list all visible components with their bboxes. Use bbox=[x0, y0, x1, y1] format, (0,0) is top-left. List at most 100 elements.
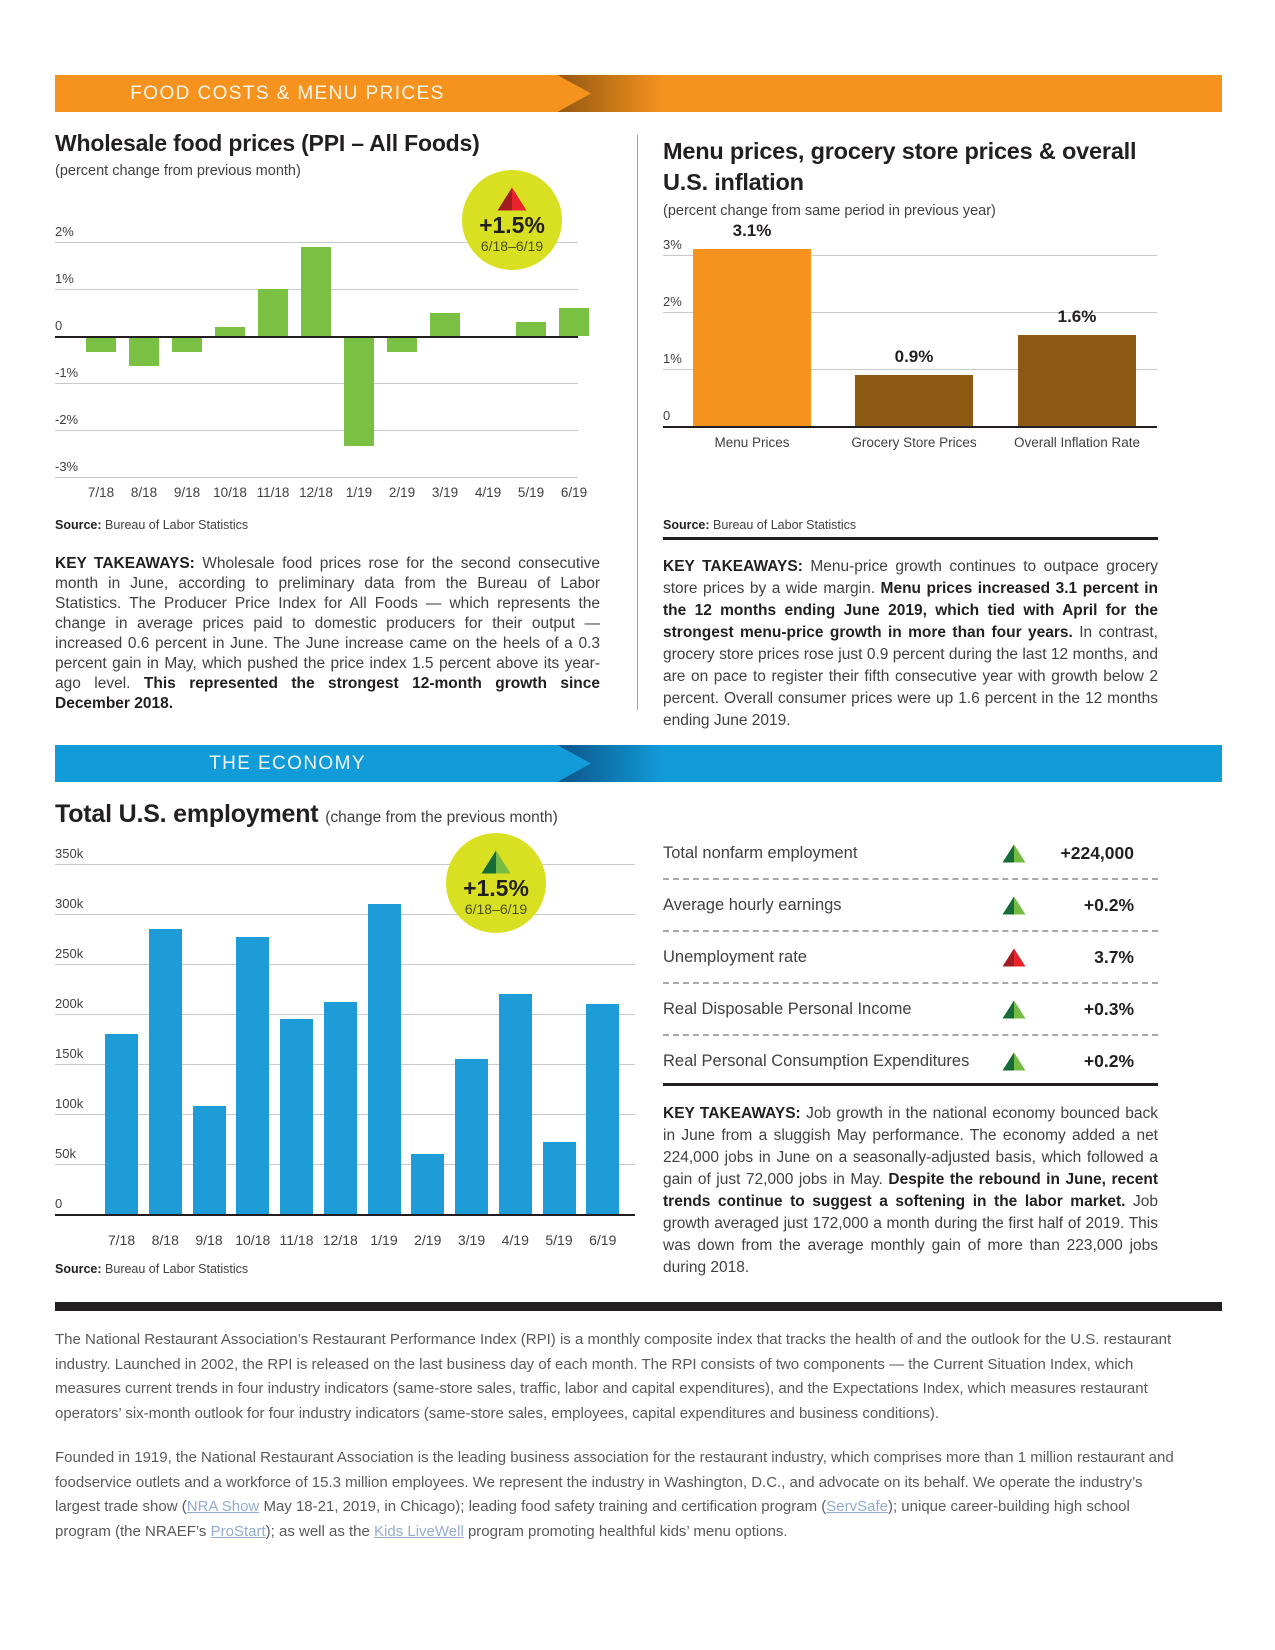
banner-label: FOOD COSTS & MENU PRICES bbox=[130, 82, 445, 104]
employment-title-text: Total U.S. employment bbox=[55, 800, 319, 828]
x-tick-label: 7/18 bbox=[87, 485, 115, 500]
source-text: Bureau of Labor Statistics bbox=[713, 518, 857, 532]
nra-show-link[interactable]: NRA Show bbox=[186, 1498, 260, 1515]
stat-row: Real Personal Consumption Expenditures +0… bbox=[663, 1034, 1158, 1086]
inflation-chart-title: Menu prices, grocery store prices & over… bbox=[663, 138, 1137, 195]
bar bbox=[367, 904, 401, 1214]
gridline bbox=[55, 914, 635, 915]
stat-trend bbox=[994, 844, 1034, 863]
bar bbox=[516, 321, 546, 336]
text: ); unique career-building high school pr… bbox=[55, 1498, 1130, 1540]
key-takeaways-economy: KEY TAKEAWAYS: Job growth in the nationa… bbox=[663, 1103, 1158, 1279]
footer-rule bbox=[55, 1302, 1222, 1311]
y-tick-label: 100k bbox=[55, 1096, 84, 1111]
data-label: 1.6% bbox=[1057, 306, 1097, 326]
gridline bbox=[55, 383, 578, 384]
employment-chart: 350k 300k 250k 200k 150k 100k 50k 0 7/18 8/18 9/18… bbox=[55, 840, 635, 1252]
bold-text: This represented the strongest 12-month … bbox=[55, 675, 600, 712]
gridline bbox=[55, 477, 578, 478]
gridline bbox=[55, 864, 635, 865]
stat-value: 3.7% bbox=[1094, 946, 1134, 967]
x-tick-label: 12/18 bbox=[322, 1232, 358, 1248]
x-tick-label: 3/19 bbox=[457, 1232, 486, 1248]
stat-row: Total nonfarm employment +224,000 bbox=[663, 828, 1158, 878]
gridline bbox=[55, 964, 635, 965]
bar bbox=[430, 312, 460, 336]
bar bbox=[559, 307, 589, 336]
inflation-chart-subtitle: (percent change from same period in prev… bbox=[663, 203, 996, 219]
y-tick-label: -2% bbox=[55, 412, 79, 427]
up-triangle-icon bbox=[1002, 948, 1026, 966]
x-tick-label: 1/19 bbox=[345, 485, 373, 500]
ppi-chart: 2% 1% 0 -1% -2% -3% 7/18 8/18 9/18 10/18 11/18 12/1… bbox=[55, 212, 589, 512]
text: Founded in 1919, the National Restaurant… bbox=[55, 1449, 1174, 1515]
up-triangle-icon bbox=[1002, 844, 1026, 862]
bar bbox=[387, 338, 417, 353]
x-tick-label: 11/18 bbox=[279, 1232, 314, 1248]
bar bbox=[1018, 334, 1136, 426]
bar bbox=[215, 326, 245, 336]
bar bbox=[105, 1034, 138, 1214]
y-tick-label: 2% bbox=[663, 294, 682, 309]
gridline bbox=[663, 312, 1157, 313]
stat-row: Average hourly earnings +0.2% bbox=[663, 878, 1158, 930]
bold-text: Menu prices increased 3.1 percent in the… bbox=[663, 580, 1158, 641]
source-label: Source: bbox=[55, 518, 102, 532]
stat-value: +0.3% bbox=[1083, 998, 1134, 1019]
x-tick-label: 2/19 bbox=[414, 1232, 442, 1248]
x-tick-label: 10/18 bbox=[235, 1232, 271, 1248]
x-tick-label: Overall Inflation Rate bbox=[1013, 435, 1141, 450]
column-divider bbox=[637, 135, 638, 710]
servsafe-link[interactable]: ServSafe bbox=[826, 1498, 888, 1515]
section-banner-economy: THE ECONOMY bbox=[55, 745, 1222, 782]
prostart-link[interactable]: ProStart bbox=[210, 1522, 266, 1540]
up-triangle-icon bbox=[1002, 896, 1026, 914]
bold-text: Despite the rebound in June, recent tren… bbox=[663, 1171, 1159, 1210]
up-triangle-icon bbox=[497, 187, 527, 210]
banner-label: THE ECONOMY bbox=[209, 752, 366, 774]
source-label: Source: bbox=[55, 1262, 102, 1276]
bar bbox=[148, 929, 182, 1214]
x-tick-label: Grocery Store Prices bbox=[851, 435, 977, 450]
stat-row: Unemployment rate 3.7% bbox=[663, 930, 1158, 982]
source-label: Source: bbox=[663, 518, 710, 532]
stats-table: Total nonfarm employment +224,000 Average … bbox=[663, 828, 1158, 1086]
divider-rule bbox=[663, 537, 1158, 540]
gridline bbox=[663, 255, 1157, 256]
x-tick-label: 8/18 bbox=[130, 485, 158, 500]
change-badge: +1.5% 6/18–6/19 bbox=[446, 833, 546, 933]
text: May 18-21, 2019, in Chicago); leading fo… bbox=[259, 1498, 827, 1515]
stat-row: Real Disposable Personal Income +0.3% bbox=[663, 982, 1158, 1034]
bar bbox=[258, 289, 288, 336]
x-tick-label: 4/19 bbox=[474, 485, 502, 500]
y-tick-label: 0 bbox=[663, 408, 671, 423]
source-line: Source: Bureau of Labor Statistics bbox=[663, 518, 856, 532]
data-label: 0.9% bbox=[894, 346, 934, 366]
text: ); as well as the bbox=[265, 1522, 375, 1540]
bar bbox=[455, 1059, 488, 1214]
kids-livewell-link[interactable]: Kids LiveWell bbox=[374, 1522, 464, 1540]
bar bbox=[86, 338, 116, 353]
divider-rule bbox=[663, 1083, 1158, 1086]
bar bbox=[693, 249, 811, 426]
stat-label: Real Personal Consumption Expenditures bbox=[663, 1051, 970, 1070]
badge-period: 6/18–6/19 bbox=[480, 237, 544, 254]
x-tick-label: 2/19 bbox=[388, 485, 416, 500]
x-tick-label: 7/18 bbox=[107, 1232, 136, 1248]
x-tick-label: 8/18 bbox=[151, 1232, 179, 1248]
x-tick-label: 1/19 bbox=[370, 1232, 398, 1248]
gridline bbox=[55, 242, 578, 243]
x-tick-label: 4/19 bbox=[501, 1232, 529, 1248]
gridline bbox=[55, 430, 578, 431]
bar bbox=[236, 937, 270, 1214]
up-triangle-icon bbox=[481, 850, 511, 873]
y-tick-label: 0 bbox=[55, 1196, 63, 1211]
y-tick-label: 0 bbox=[55, 318, 63, 333]
ppi-chart-title: Wholesale food prices (PPI – All Foods) bbox=[55, 130, 480, 156]
y-tick-label: 50k bbox=[55, 1146, 76, 1161]
text: Job growth in the national economy bounc… bbox=[663, 1105, 1159, 1188]
stat-value: +0.2% bbox=[1083, 894, 1134, 915]
bar bbox=[280, 1019, 313, 1214]
y-tick-label: 200k bbox=[55, 996, 84, 1011]
key-takeaways-food: KEY TAKEAWAYS: Wholesale food prices ros… bbox=[55, 554, 600, 714]
